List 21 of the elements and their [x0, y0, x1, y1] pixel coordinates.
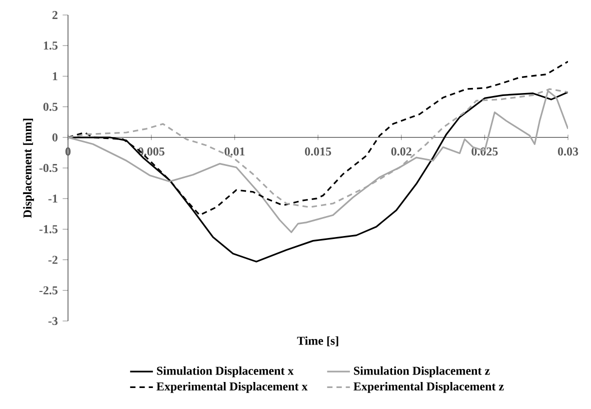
y-tick-label: 1.5 [44, 42, 58, 50]
x-tick-label: 0.02 [391, 147, 412, 156]
legend-label: Simulation Displacement z [354, 366, 490, 378]
y-tick-label: -0.5 [39, 164, 58, 172]
x-tick-label: 0.01 [224, 147, 245, 156]
legend-label: Simulation Displacement x [157, 366, 294, 378]
x-tick-label: 0.015 [304, 147, 332, 156]
x-tick-label: 0.03 [558, 147, 578, 156]
x-axis-title: Time [s] [297, 336, 338, 346]
y-tick-label: -3 [48, 316, 58, 326]
y-tick-label: 0 [52, 133, 58, 142]
y-tick-label: -2 [48, 256, 58, 264]
y-tick-label: -2.5 [39, 286, 58, 294]
y-axis-title: Displacement [mm] [23, 118, 34, 218]
y-tick-label: 1 [52, 72, 58, 80]
legend-label: Experimental Displacement x [156, 382, 308, 393]
y-tick-label: 0.5 [43, 102, 58, 111]
y-tick-label: -1 [48, 194, 58, 203]
y-tick-label: -1.5 [39, 225, 58, 234]
y-tick-label: 2 [52, 11, 58, 19]
legend-label: Experimental Displacement z [354, 382, 504, 393]
